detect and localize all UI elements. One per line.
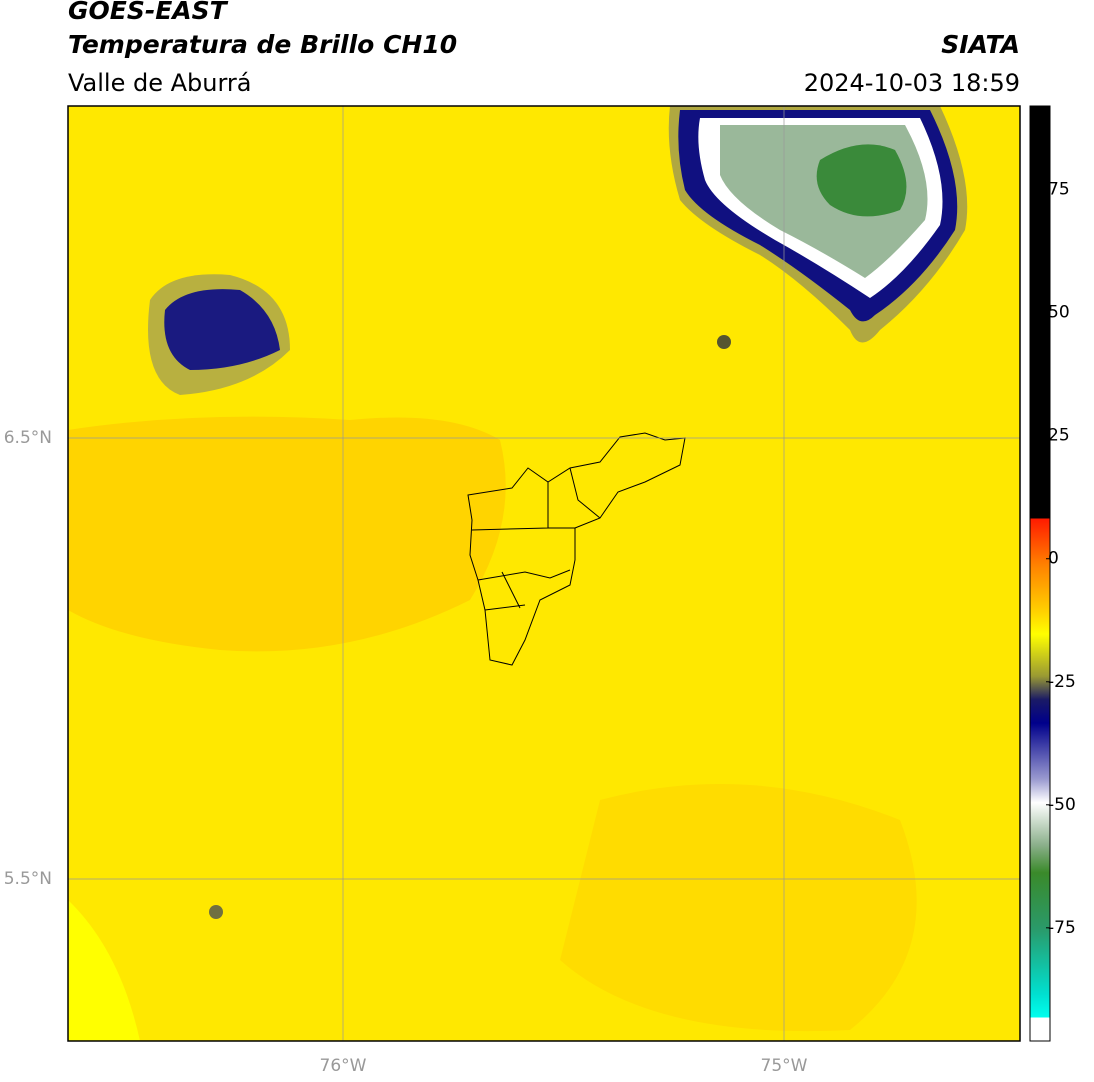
cool-region: [68, 900, 140, 1041]
source: SIATA: [941, 30, 1020, 59]
colorbar-tick-label: 50: [1048, 303, 1070, 323]
lon-label: 75°W: [761, 1056, 808, 1076]
cloud: [164, 289, 280, 370]
cloud: [209, 905, 223, 919]
colorbar: [1029, 105, 1051, 1042]
lat-label: 5.5°N: [4, 869, 52, 889]
title: GOES-EAST: [68, 0, 229, 25]
lon-label: 76°W: [320, 1056, 367, 1076]
colorbar-tick-label: 25: [1048, 426, 1070, 446]
colorbar-tick-label: 0: [1048, 549, 1059, 569]
basin-boundaries: [467, 432, 686, 666]
datetime: 2024-10-03 18:59: [804, 69, 1020, 97]
colorbar-tick-label: -50: [1048, 795, 1076, 815]
region: Valle de Aburrá: [68, 69, 252, 97]
map-frame: [67, 105, 1021, 1042]
cloud: [717, 335, 731, 349]
colorbar-tick-label: -25: [1048, 672, 1076, 692]
cloud: [816, 144, 907, 217]
map: [68, 106, 1020, 1041]
warm-region: [560, 784, 917, 1032]
lat-label: 6.5°N: [4, 428, 52, 448]
subtitle: Temperatura de Brillo CH10: [68, 30, 457, 59]
warm-region: [68, 416, 506, 652]
colorbar-tick-label: 75: [1048, 180, 1070, 200]
colorbar-tick-label: -75: [1048, 918, 1076, 938]
